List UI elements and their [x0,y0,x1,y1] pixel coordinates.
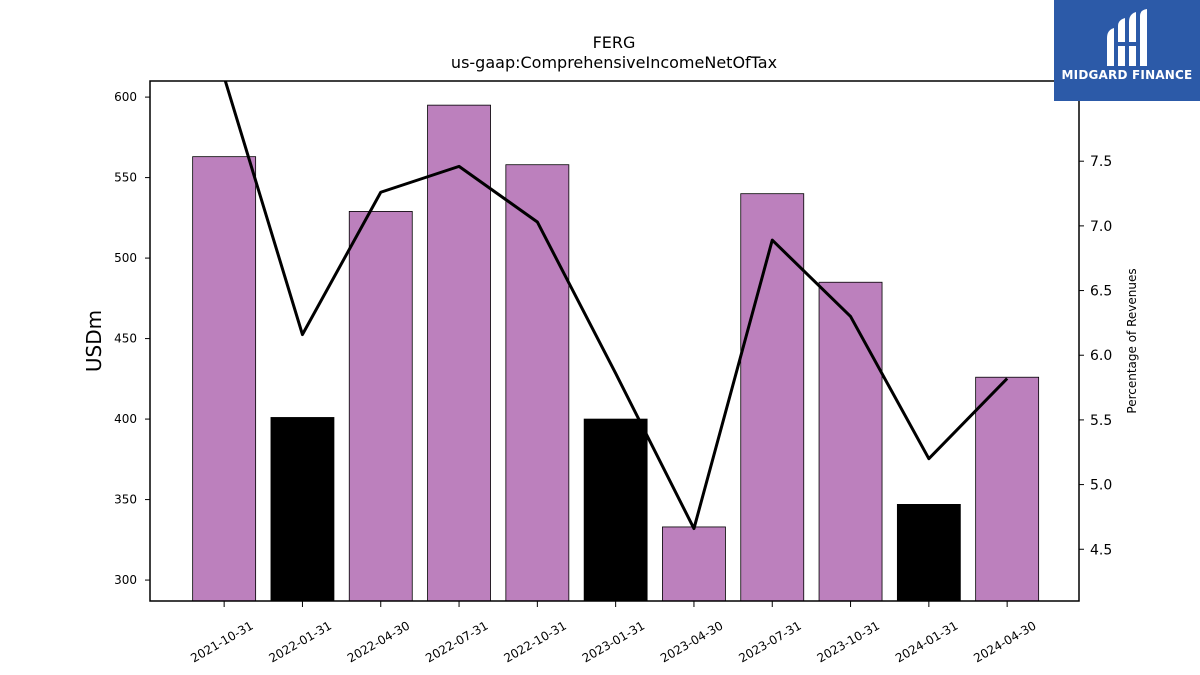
chart-title: FERG [593,33,636,52]
y2-tick-label: 7.0 [1090,219,1112,235]
plot-frame [149,80,1080,602]
y2-tick-label: 5.0 [1090,478,1112,494]
y-tick-label: 450 [114,332,137,346]
pct-revenue-line [223,81,1009,531]
y-axis-left: 300 350 400 450 500 550 600 [114,90,150,587]
y2-tick-label: 6.0 [1090,348,1112,364]
y2-tick-label: 6.5 [1090,284,1112,300]
bar-2024-01-31 [896,504,961,602]
y2-tick-label: 7.5 [1090,154,1112,170]
bar-2023-04-30 [662,526,726,602]
x-tick-label: 2024-04-30 [971,618,1038,665]
x-tick-label: 2023-07-31 [736,618,803,665]
y-tick-label: 500 [114,251,137,265]
y2-tick-label: 4.5 [1090,542,1112,558]
bar-2022-10-31 [505,164,570,602]
brand-logo: MIDGARD FINANCE [1054,0,1200,101]
x-tick-label: 2023-01-31 [580,618,647,665]
x-tick-label: 2023-04-30 [658,618,725,665]
bar-2024-04-30 [975,376,1040,602]
x-tick-label: 2023-10-31 [815,618,882,665]
bar-2022-07-31 [427,104,491,602]
bar-2021-10-31 [192,156,257,602]
bar-2022-01-31 [270,417,335,602]
bar-2023-07-31 [740,193,805,602]
y-axis-label: USDm [82,310,106,372]
x-tick-label: 2022-07-31 [423,618,490,665]
x-axis: 2021-10-31 2022-01-31 2022-04-30 2022-07-31… [188,601,1039,665]
y-tick-label: 400 [114,412,137,426]
y-tick-label: 300 [114,573,137,587]
bar-2023-10-31 [818,281,883,602]
bar-2022-04-30 [348,211,413,602]
y-tick-label: 350 [114,493,137,507]
y-tick-label: 550 [114,171,137,185]
y2-tick-label: 5.5 [1090,413,1112,429]
y-axis-right: 4.5 5.0 5.5 6.0 6.5 7.0 7.5 [1079,154,1112,558]
y2-axis-label: Percentage of Revenues [1125,268,1139,413]
line-group [223,81,1009,531]
y-tick-label: 600 [114,90,137,104]
logo-icon [1107,9,1147,66]
bar-2023-01-31 [583,418,648,602]
bar-group [192,104,1040,602]
x-tick-label: 2022-01-31 [267,618,334,665]
x-tick-label: 2022-10-31 [501,618,568,665]
chart-subtitle: us-gaap:ComprehensiveIncomeNetOfTax [451,53,777,72]
x-tick-label: 2022-04-30 [345,618,412,665]
x-tick-label: 2024-01-31 [893,618,960,665]
logo-text: MIDGARD FINANCE [1061,68,1193,82]
x-tick-label: 2021-10-31 [188,618,255,665]
